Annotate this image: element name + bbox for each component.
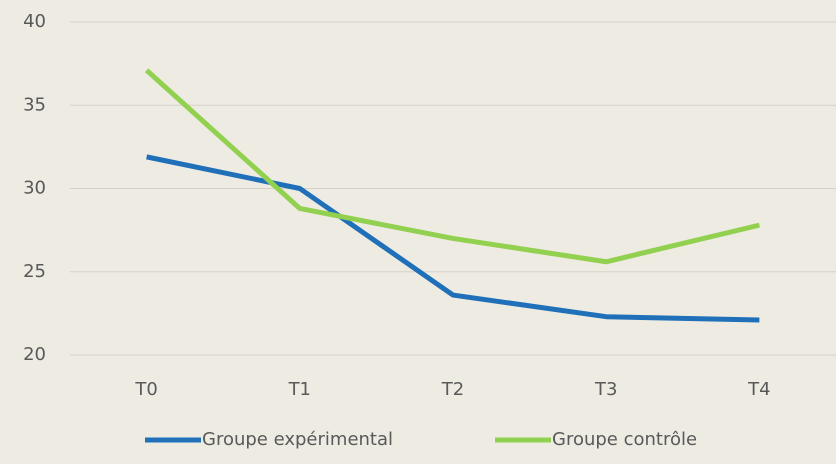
y-tick-label: 35	[23, 94, 46, 115]
x-tick-label: T1	[288, 379, 311, 400]
x-tick-label: T3	[594, 379, 617, 400]
x-tick-label: T2	[441, 379, 464, 400]
legend-label: Groupe expérimental	[202, 429, 393, 450]
x-tick-label: T4	[747, 379, 770, 400]
y-tick-label: 25	[23, 261, 46, 282]
series-line	[146, 154, 760, 323]
y-tick-label: 20	[23, 344, 46, 365]
y-tick-label: 30	[23, 178, 46, 199]
legend-label: Groupe contrôle	[552, 429, 697, 450]
x-tick-label: T0	[134, 379, 157, 400]
series-line	[144, 68, 760, 265]
y-tick-label: 40	[23, 11, 46, 32]
